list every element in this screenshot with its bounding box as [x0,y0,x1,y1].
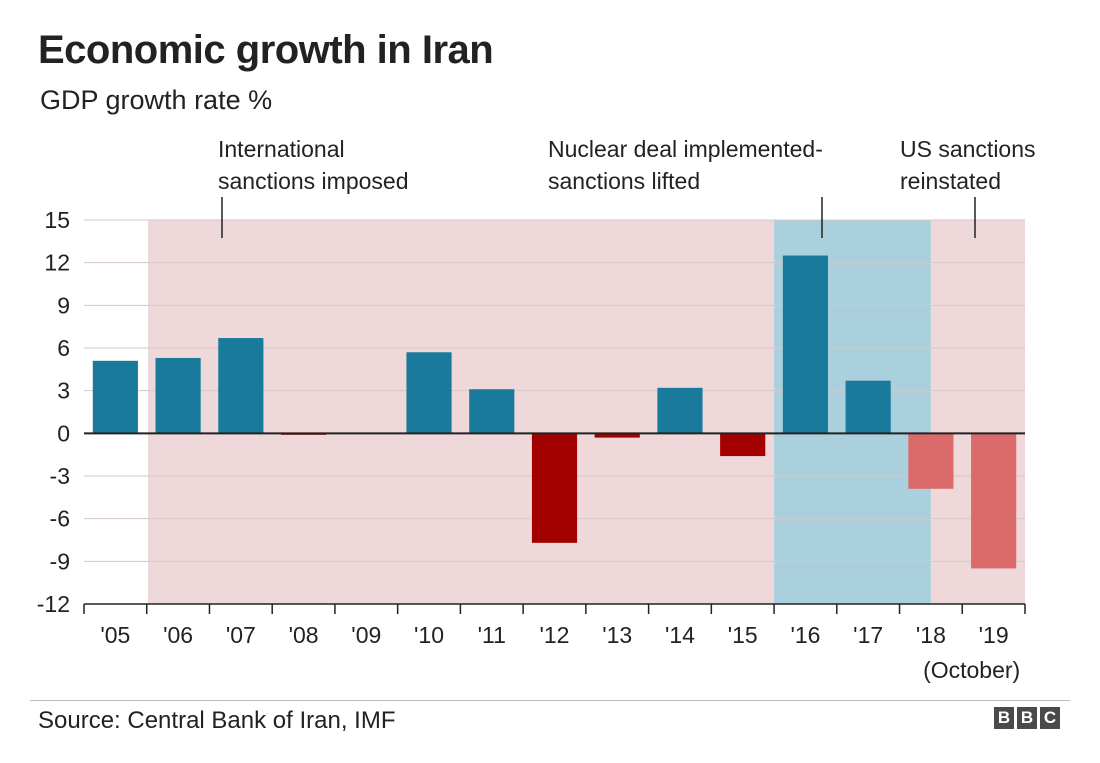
bar [720,433,766,457]
x-tick-label: '15 [728,622,758,648]
footer-divider [30,700,1070,701]
x-tick-note: (October) [923,657,1020,683]
bar [406,352,452,434]
x-tick-label: '11 [478,622,506,648]
bar [218,338,264,434]
x-tick-label: '17 [853,622,883,648]
period-label: sanctions lifted [548,168,700,194]
y-tick-label: -12 [37,591,70,617]
x-tick-label: '06 [163,622,193,648]
bar [594,433,640,438]
bar [155,357,201,434]
x-tick-label: '10 [414,622,444,648]
y-tick-label: 3 [57,378,70,404]
x-tick-label: '12 [540,622,570,648]
period-label: Nuclear deal implemented- [548,136,823,162]
x-tick-label: '16 [790,622,820,648]
x-tick-label: '13 [602,622,632,648]
chart-title: Economic growth in Iran [38,28,494,72]
bar [845,380,891,434]
bar [971,433,1017,569]
y-tick-label: 0 [57,420,70,446]
bar [657,387,703,434]
y-tick-label: -3 [50,463,70,489]
bar [469,389,515,434]
bbc-logo: B B C [994,707,1060,729]
bar [92,360,138,434]
x-tick-label: '05 [100,622,130,648]
period-label: US sanctions [900,136,1036,162]
bar [782,255,829,434]
y-tick-label: 12 [44,250,70,276]
bbc-logo-letter: B [1017,707,1037,729]
bar [531,433,578,543]
bbc-logo-letter: C [1040,707,1060,729]
x-tick-label: '07 [226,622,256,648]
x-tick-label: '18 [916,622,946,648]
bar [908,433,954,489]
y-tick-label: -9 [50,548,70,574]
period-label: International [218,136,345,162]
x-tick-label: '19 [979,622,1009,648]
chart-subtitle: GDP growth rate % [40,85,273,115]
y-tick-label: 9 [57,292,70,318]
x-tick-label: '09 [351,622,381,648]
x-tick-label: '14 [665,622,695,648]
x-tick-label: '08 [289,622,319,648]
y-tick-label: -6 [50,506,70,532]
source-note: Source: Central Bank of Iran, IMF [38,707,396,734]
gdp-bar-chart: 15 12 9 6 3 0 -3 -6 -9 -12 '05 '06 '07 '08 '09 '10 '11 '1… [37,136,1036,683]
y-tick-label: 6 [57,335,70,361]
y-tick-label: 15 [44,207,70,233]
period-label: reinstated [900,168,1001,194]
bbc-logo-letter: B [994,707,1014,729]
period-label: sanctions imposed [218,168,409,194]
